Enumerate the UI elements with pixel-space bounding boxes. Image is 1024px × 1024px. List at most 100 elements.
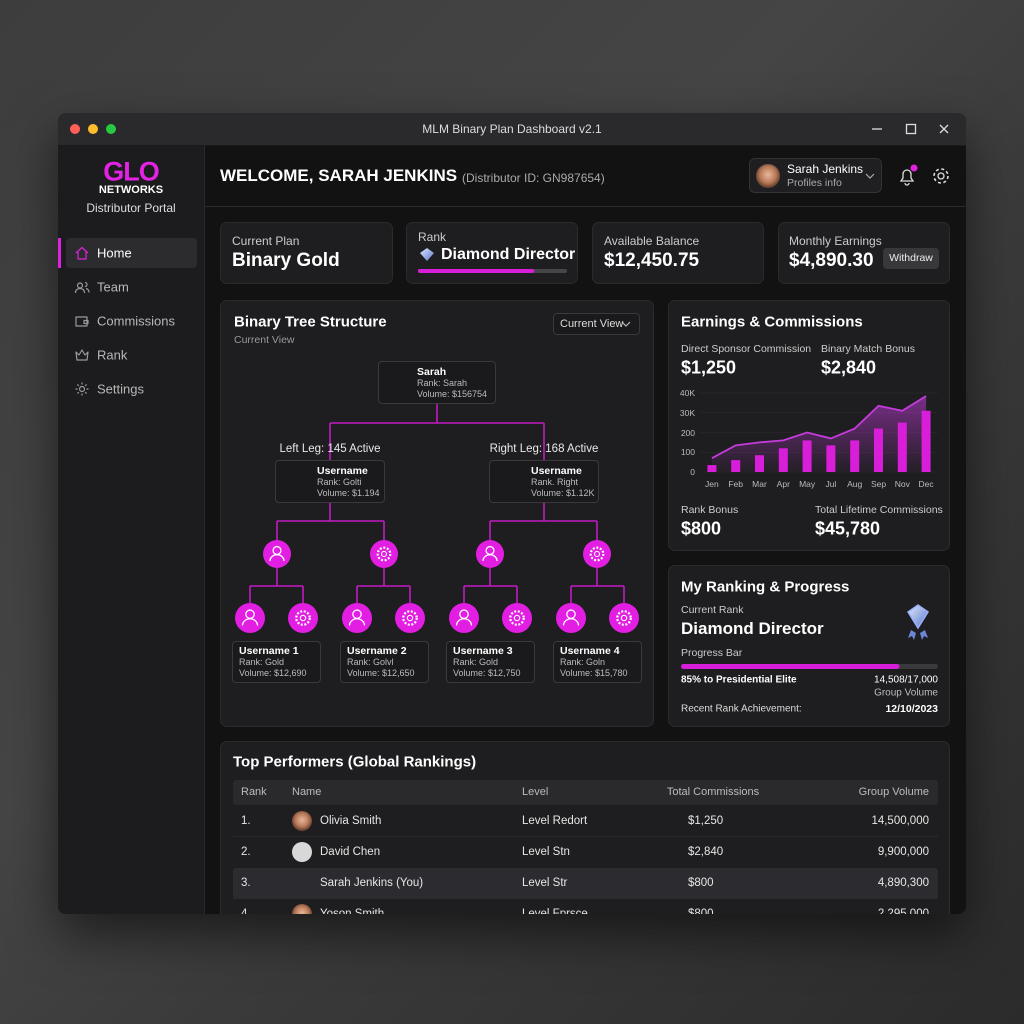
header-divider: [205, 206, 966, 207]
nav-icon: [75, 246, 89, 260]
nav-item[interactable]: Team: [97, 279, 129, 295]
nav-item[interactable]: Settings: [97, 381, 144, 397]
metric-label: Direct Sponsor Commission: [681, 343, 812, 355]
stat-card: [406, 222, 578, 284]
table-cell: 1.: [241, 815, 251, 827]
gear-icon: [616, 610, 632, 626]
bar: [850, 440, 860, 472]
zoom-dot[interactable]: [106, 124, 116, 134]
rank-badge: [906, 604, 930, 630]
stat-value: $12,450.75: [604, 250, 700, 271]
column-header: Group Volume: [858, 786, 929, 798]
stat-label: Current Plan: [232, 234, 300, 248]
table-cell: Level Fprsce: [522, 908, 588, 914]
nav-accent: [58, 238, 61, 268]
recent-label: Recent Rank Achievement:: [681, 703, 802, 715]
progress-text: 85% to Presidential Elite: [681, 674, 797, 686]
withdraw-button[interactable]: [883, 248, 939, 269]
panel-title: My Ranking & Progress: [681, 578, 850, 596]
member-volume: Volume: $15,780: [560, 668, 628, 678]
brand-subtitle: NETWORKS: [98, 184, 164, 196]
leaf-card: [340, 641, 429, 683]
member-volume: Volume: $1.194: [317, 488, 380, 498]
rank-diamond-icon: [420, 248, 434, 261]
settings-icon[interactable]: [937, 172, 945, 180]
table-cell: Yoson Smith: [320, 908, 385, 914]
stat-card: [592, 222, 764, 284]
rank-value: Diamond Director: [681, 619, 824, 638]
member-volume: Volume: $156754: [417, 389, 488, 399]
maximize-button[interactable]: [905, 123, 917, 135]
close-dot[interactable]: [70, 124, 80, 134]
nav-item[interactable]: Home: [97, 245, 132, 261]
stat-value: Binary Gold: [232, 250, 340, 271]
app-canvas: MLM Binary Plan Dashboard v2.1 GLO NETWORK…: [58, 113, 966, 914]
profile-name: Sarah Jenkins: [787, 162, 864, 176]
nav-item[interactable]: Commissions: [97, 313, 176, 329]
nav-icon: [75, 382, 89, 396]
member-rank: Rank. Right: [531, 477, 579, 487]
y-tick-label: 100: [680, 447, 695, 458]
leaf-card: [232, 641, 321, 683]
user-icon-body: [241, 618, 259, 626]
progress-fill: [418, 269, 535, 273]
leg-card: [489, 460, 599, 503]
gear-icon-core: [299, 614, 307, 622]
tree-node: [288, 603, 318, 633]
leg-card: [275, 460, 385, 503]
y-tick-label: 40K: [679, 388, 695, 398]
nav-icon: [75, 349, 89, 361]
table-cell: Level Str: [522, 877, 568, 889]
tree-node: [609, 603, 639, 633]
member-name: Username: [531, 465, 582, 477]
stat-card: [220, 222, 393, 284]
close-button[interactable]: [939, 124, 949, 134]
row-divider: [233, 836, 938, 837]
member-rank: Rank: Golti: [317, 477, 362, 487]
nav-icon: [74, 281, 90, 294]
row-avatar: [292, 811, 312, 831]
bell-icon[interactable]: [899, 169, 915, 186]
y-tick-label: 200: [680, 427, 695, 438]
table-cell: 2,295,000: [877, 908, 929, 914]
table-cell: 3.: [241, 877, 251, 889]
x-tick-label: Jul: [825, 479, 837, 489]
notification-dot: [910, 164, 918, 172]
dropdown-label[interactable]: Current View: [560, 318, 624, 330]
withdraw-label[interactable]: Withdraw: [889, 252, 933, 264]
user-icon-body: [269, 554, 285, 562]
gear-icon: [589, 546, 605, 562]
bar: [874, 428, 883, 472]
stat-label: Monthly Earnings: [789, 234, 882, 248]
view-dropdown[interactable]: [553, 313, 640, 335]
table-cell: 14,500,000: [871, 815, 929, 827]
ranking-panel: [668, 565, 950, 727]
profile-sub: Profiles info: [787, 177, 842, 189]
title-bar: [58, 113, 966, 146]
root-card: [378, 361, 496, 404]
panel-title: Earnings & Commissions: [681, 313, 863, 331]
nav-item[interactable]: Rank: [97, 347, 128, 363]
x-tick-label: May: [799, 479, 816, 489]
gear-icon: [402, 610, 418, 626]
app-window: MLM Binary Plan Dashboard v2.1 GLO NETWORK…: [58, 113, 966, 914]
column-header: Level: [522, 786, 549, 798]
minimize-dot[interactable]: [88, 124, 98, 134]
member-name: Sarah: [417, 366, 447, 378]
user-icon-body: [562, 618, 580, 626]
x-tick-label: Apr: [776, 479, 790, 489]
panel-title: Binary Tree Structure: [234, 313, 387, 331]
brand-logo: GLO: [103, 156, 159, 187]
group-volume-label: Group Volume: [874, 687, 938, 699]
member-volume: Volume: $12,650: [347, 668, 415, 678]
x-tick-label: Feb: [728, 479, 744, 489]
tree-node: [370, 540, 398, 568]
stat-value: $4,890.30: [789, 250, 874, 271]
member-name: Username 3: [453, 645, 513, 657]
table-cell: 4,890,300: [877, 877, 929, 889]
recent-date: 12/10/2023: [885, 703, 938, 715]
settings-icon-ring[interactable]: [933, 168, 949, 184]
member-volume: Volume: $12,690: [239, 668, 307, 678]
table-cell: Olivia Smith: [320, 815, 382, 827]
